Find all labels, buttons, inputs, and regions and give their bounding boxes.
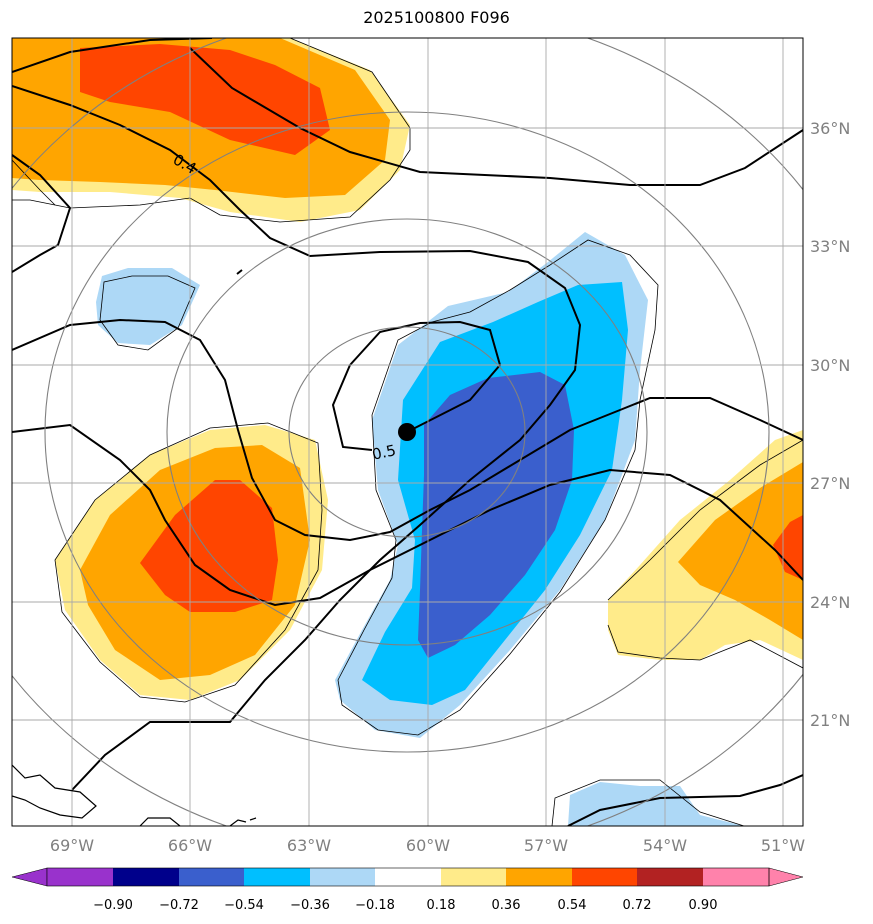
plot-title: 2025100800 F096 (363, 8, 510, 27)
lat-label: 30°N (810, 356, 850, 375)
colorbar-tick-label: 0.72 (623, 898, 652, 913)
lat-label: 24°N (810, 593, 850, 612)
colorbar-tick-label: −0.90 (93, 898, 133, 913)
lat-label: 27°N (810, 474, 850, 493)
lon-label: 69°W (50, 836, 94, 855)
thin-contour-e (607, 439, 803, 669)
thick-contour-04 (12, 85, 582, 791)
colorbar-frame (46, 867, 770, 887)
colorbar-segment (441, 868, 506, 886)
lon-label: 51°W (761, 836, 805, 855)
anomaly-negative-s-light (568, 782, 744, 826)
anomaly-positive-e-mid (678, 462, 803, 640)
thick-contour-n (189, 47, 803, 186)
lon-label: 66°W (168, 836, 212, 855)
thick-contour-top (12, 38, 213, 73)
colorbar-segment (375, 868, 441, 886)
thick-contour-s (567, 774, 803, 826)
coastlines (12, 764, 257, 826)
colorbar-tick-label: −0.18 (355, 898, 395, 913)
colorbar-segment (310, 868, 375, 886)
colorbar-tick-label: 0.18 (427, 898, 456, 913)
colorbar-tick-label: 0.54 (558, 898, 587, 913)
thin-contour-center (337, 239, 659, 736)
thick-contour-blip (236, 269, 243, 275)
colorbar-extend-low (11, 867, 48, 887)
graticule (12, 38, 803, 826)
colorbar-tick-label: −0.36 (290, 898, 330, 913)
colorbar-tick-label: 0.90 (689, 898, 718, 913)
anomaly-positive-nw-dark (80, 44, 330, 155)
colorbar-extend-high (768, 867, 804, 887)
thin-contour-w (99, 275, 196, 351)
lon-label: 63°W (287, 836, 331, 855)
range-ring-1 (288, 326, 526, 538)
longitude-labels: 69°W 66°W 63°W 60°W 57°W 54°W 51°W (50, 836, 805, 855)
lat-label: 36°N (810, 119, 850, 138)
anomaly-negative-center-dark (418, 372, 574, 658)
thin-contour-nw2 (12, 159, 56, 206)
range-rings (12, 38, 803, 826)
colorbar-segment (47, 868, 113, 886)
colorbar-tick-label: −0.54 (224, 898, 264, 913)
thick-contour-sw (12, 423, 803, 607)
range-ring-2 (166, 218, 648, 646)
colorbar-segment (179, 868, 244, 886)
lon-label: 54°W (643, 836, 687, 855)
thick-contours (12, 38, 803, 826)
colorbar-segment (506, 868, 572, 886)
colorbar-segment (244, 868, 310, 886)
storm-center-marker (398, 423, 416, 441)
colorbar: −0.90 −0.72 −0.54 −0.36 −0.18 0.18 0.36 … (11, 867, 804, 913)
thin-contour-s (551, 779, 745, 826)
contour-label-05: 0.5 (370, 441, 397, 464)
colorbar-segment (113, 868, 179, 886)
lon-label: 57°W (524, 836, 568, 855)
coastline-antilles (12, 764, 97, 819)
colorbar-segment (572, 868, 637, 886)
lon-label: 60°W (406, 836, 450, 855)
latitude-labels: 36°N 33°N 30°N 27°N 24°N 21°N (810, 119, 850, 730)
anomaly-positive-sw-dark (140, 480, 278, 612)
lat-label: 21°N (810, 711, 850, 730)
map-frame (11, 37, 804, 827)
thick-contour-05 (331, 320, 502, 451)
colorbar-tick-label: 0.36 (492, 898, 521, 913)
anomaly-positive-e-dark (773, 515, 803, 580)
coastline-islands (139, 817, 257, 826)
thick-contour-nw (12, 318, 803, 542)
thick-contour-far-w (12, 154, 72, 273)
colorbar-segment (637, 868, 703, 886)
lat-label: 33°N (810, 237, 850, 256)
thin-contour-sw (54, 422, 323, 703)
range-ring-3 (44, 111, 770, 753)
colorbar-segment (703, 868, 769, 886)
colorbar-tick-label: −0.72 (159, 898, 199, 913)
